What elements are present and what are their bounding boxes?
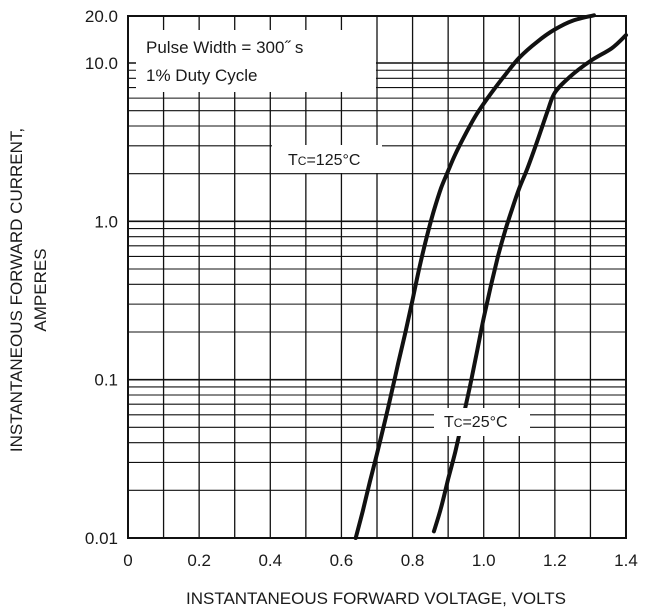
- curves: [353, 13, 628, 540]
- curve-label-background: [272, 145, 382, 173]
- x-tick-label: 0.2: [187, 551, 211, 570]
- x-tick-label: 1.0: [472, 551, 496, 570]
- plot-frame: [127, 15, 627, 539]
- y-tick-label: 0.1: [94, 371, 118, 390]
- y-tick-label: 10.0: [85, 54, 118, 73]
- plot-grid: [128, 16, 626, 538]
- x-axis-label: INSTANTANEOUS FORWARD VOLTAGE, VOLTS: [186, 589, 566, 608]
- y-tick-label: 1.0: [94, 212, 118, 231]
- curve-label: TC=125°C: [288, 152, 360, 169]
- y-tick-label: 20.0: [85, 7, 118, 26]
- curve-label-subscript: C: [454, 416, 463, 430]
- x-tick-label: 0: [123, 551, 132, 570]
- curve-label: TC=25°C: [444, 414, 508, 431]
- x-tick-label: 0.6: [330, 551, 354, 570]
- y-tick-label: 0.01: [85, 529, 118, 548]
- y-axis-label-line1: INSTANTANEOUS FORWARD CURRENT,: [7, 128, 26, 452]
- curve-label-suffix: =125°C: [306, 152, 360, 169]
- curve-label-subscript: C: [298, 154, 307, 168]
- annotation-box: Pulse Width = 300˝ s 1% Duty Cycle: [136, 30, 376, 92]
- curve-label-suffix: =25°C: [462, 414, 507, 431]
- annotation-background: [136, 30, 376, 92]
- curve-label-prefix: T: [288, 152, 298, 169]
- x-tick-label: 0.4: [258, 551, 282, 570]
- curve-tc-25c: [431, 33, 628, 534]
- y-axis-label-line2: AMPERES: [31, 248, 50, 331]
- curve-tc-125c: [353, 13, 596, 540]
- x-tick-label: 0.8: [401, 551, 425, 570]
- annotation-pulse-width: Pulse Width = 300˝ s: [146, 38, 303, 57]
- annotation-duty-cycle: 1% Duty Cycle: [146, 66, 257, 85]
- axis-tick-labels: 0 0.2 0.4 0.6 0.8 1.0 1.2 1.4 0.01 0.1 1.0 10.0 20.0: [85, 7, 638, 570]
- x-tick-label: 1.4: [614, 551, 638, 570]
- curve-labels: TC=125°CTC=25°C: [272, 145, 530, 436]
- x-tick-label: 1.2: [543, 551, 567, 570]
- curve-label-background: [434, 408, 530, 436]
- curve-label-prefix: T: [444, 414, 454, 431]
